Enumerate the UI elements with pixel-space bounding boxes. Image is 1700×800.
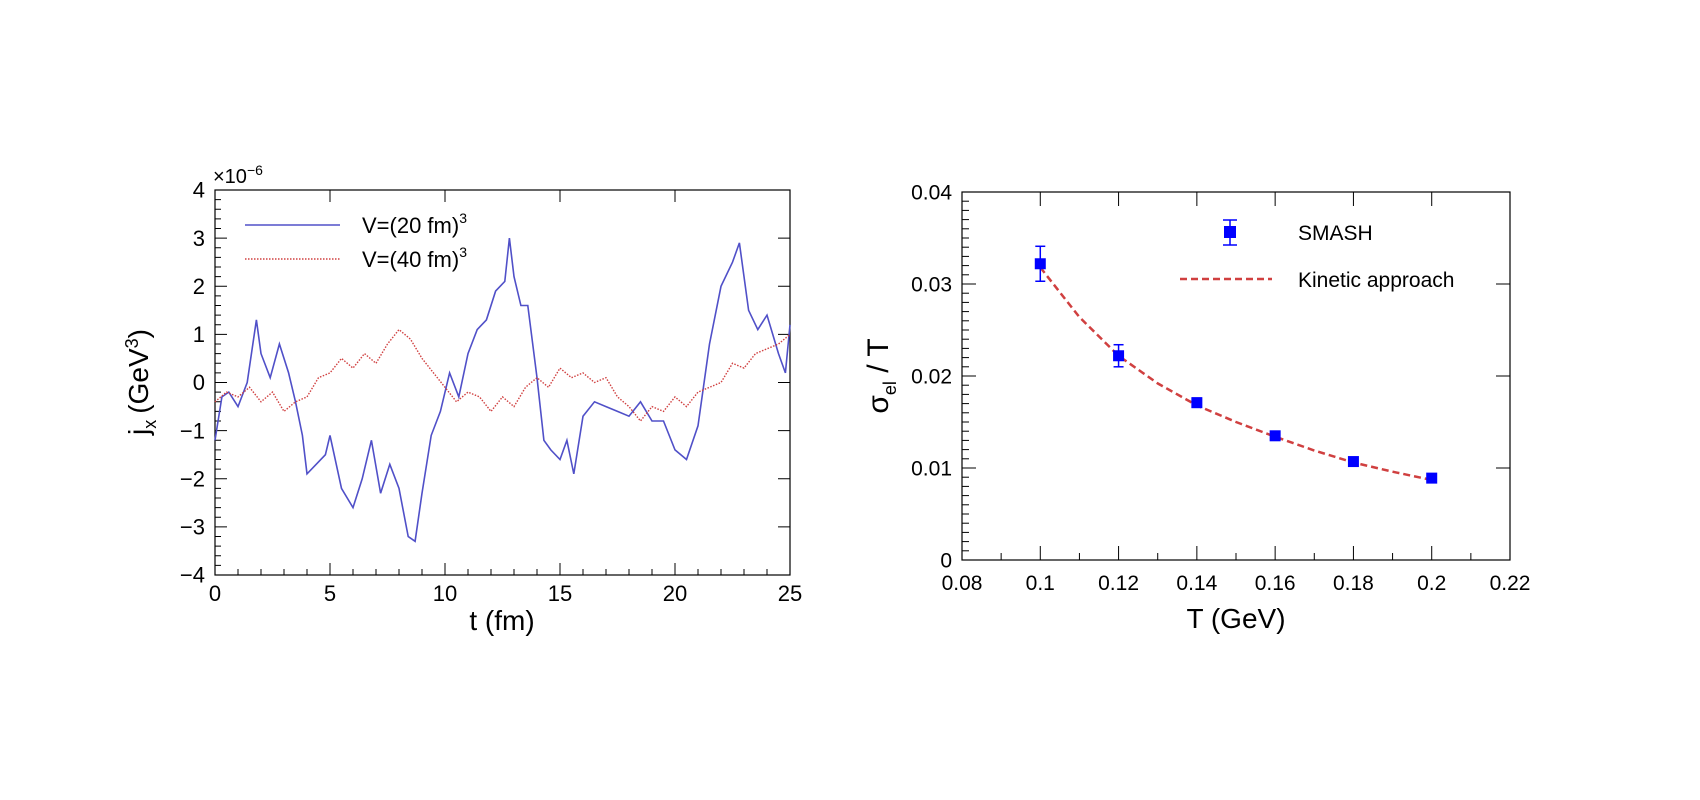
right-x-tick-label: 0.22: [1490, 572, 1531, 595]
right-plot-frame: [961, 191, 1511, 561]
series-line-40fm: [214, 328, 791, 423]
right-x-tick-label: 0.08: [942, 572, 983, 595]
right-x-axis-label: T (GeV): [1186, 603, 1285, 634]
smash-data-point: [1113, 350, 1125, 362]
right-x-axis: 0.08 0.1 0.12 0.14 0.16 0.18 0.2 0.22: [942, 192, 1531, 595]
left-x-tick-label: 25: [778, 581, 802, 606]
left-multiplier-exponent: −6: [247, 162, 263, 178]
left-x-axis: 0 5 10 15 20 25: [209, 190, 802, 606]
left-legend: V=(20 fm)3 V=(40 fm)3: [245, 210, 467, 272]
right-x-tick-label: 0.14: [1176, 572, 1217, 595]
smash-data-point: [1347, 456, 1359, 468]
left-y-tick-label: −1: [180, 418, 205, 443]
legend-label-40fm-sup: 3: [459, 244, 467, 260]
smash-data-point: [1426, 472, 1438, 484]
legend-label-20fm-text: V=(20 fm): [362, 213, 459, 238]
legend-label-20fm: V=(20 fm)3: [362, 210, 467, 238]
legend-label-smash: SMASH: [1298, 222, 1373, 245]
right-y-tick-label: 0.04: [911, 181, 952, 204]
left-y-label-unit-sup: 3: [122, 338, 142, 348]
left-series-group: [214, 238, 791, 543]
left-multiplier-base: ×10: [213, 166, 247, 188]
right-y-tick-label: 0: [940, 549, 952, 572]
right-x-tick-label: 0.1: [1026, 572, 1055, 595]
right-x-tick-label: 0.12: [1098, 572, 1139, 595]
legend-label-20fm-sup: 3: [459, 210, 467, 226]
left-y-axis-label: jx (GeV3): [122, 329, 160, 436]
right-x-tick-label: 0.16: [1255, 572, 1296, 595]
left-y-tick-label: −2: [180, 466, 205, 491]
left-chart: 0 5 10 15 20 25 −4 −3 −2 −1 0 1 2 3 4 ×10−6 t (fm) jx…: [122, 162, 802, 636]
kinetic-approach-curve: [1039, 266, 1432, 482]
left-y-tick-label: 3: [193, 226, 205, 251]
smash-data-point: [1191, 397, 1203, 409]
left-y-tick-label: −4: [180, 563, 205, 588]
left-y-label-sub: x: [140, 420, 160, 429]
left-y-tick-label: 4: [193, 178, 205, 203]
legend-marker-smash: [1224, 226, 1236, 238]
left-multiplier: ×10−6: [213, 162, 263, 188]
right-y-tick-label: 0.01: [911, 457, 952, 480]
left-y-axis: −4 −3 −2 −1 0 1 2 3 4: [180, 178, 790, 588]
smash-data-point: [1034, 258, 1046, 270]
smash-data-point: [1269, 430, 1281, 442]
left-x-tick-label: 15: [548, 581, 572, 606]
right-y-tick-label: 0.03: [911, 273, 952, 296]
left-x-tick-label: 20: [663, 581, 687, 606]
right-x-tick-label: 0.2: [1417, 572, 1446, 595]
legend-label-40fm: V=(40 fm)3: [362, 244, 467, 272]
left-x-tick-label: 0: [209, 581, 221, 606]
right-y-label-sub: el: [880, 381, 900, 395]
series-line-20fm: [214, 238, 791, 543]
left-x-axis-label: t (fm): [469, 605, 534, 636]
left-y-label-main: j: [123, 429, 154, 436]
right-y-label-main: σ: [862, 395, 895, 414]
right-y-tick-label: 0.02: [911, 365, 952, 388]
right-x-tick-label: 0.18: [1333, 572, 1374, 595]
left-y-tick-label: 1: [193, 322, 205, 347]
left-y-label-unit: (GeV: [123, 348, 154, 414]
right-y-label-rest: / T: [862, 338, 895, 381]
right-legend: SMASH Kinetic approach: [1180, 219, 1454, 292]
left-y-label-close: ): [123, 329, 154, 338]
left-y-tick-label: 0: [193, 370, 205, 395]
left-y-tick-label: 2: [193, 274, 205, 299]
left-x-tick-label: 10: [433, 581, 457, 606]
left-x-tick-label: 5: [324, 581, 336, 606]
legend-label-40fm-text: V=(40 fm): [362, 247, 459, 272]
right-chart: 0.08 0.1 0.12 0.14 0.16 0.18 0.2 0.22 0 0.01 0.02…: [862, 181, 1530, 634]
right-y-axis-label: σel / T: [862, 338, 900, 413]
right-series-group: [1034, 245, 1438, 484]
left-y-tick-label: −3: [180, 515, 205, 540]
right-y-axis: 0 0.01 0.02 0.03 0.04: [911, 181, 1510, 572]
legend-label-kinetic: Kinetic approach: [1298, 269, 1454, 292]
